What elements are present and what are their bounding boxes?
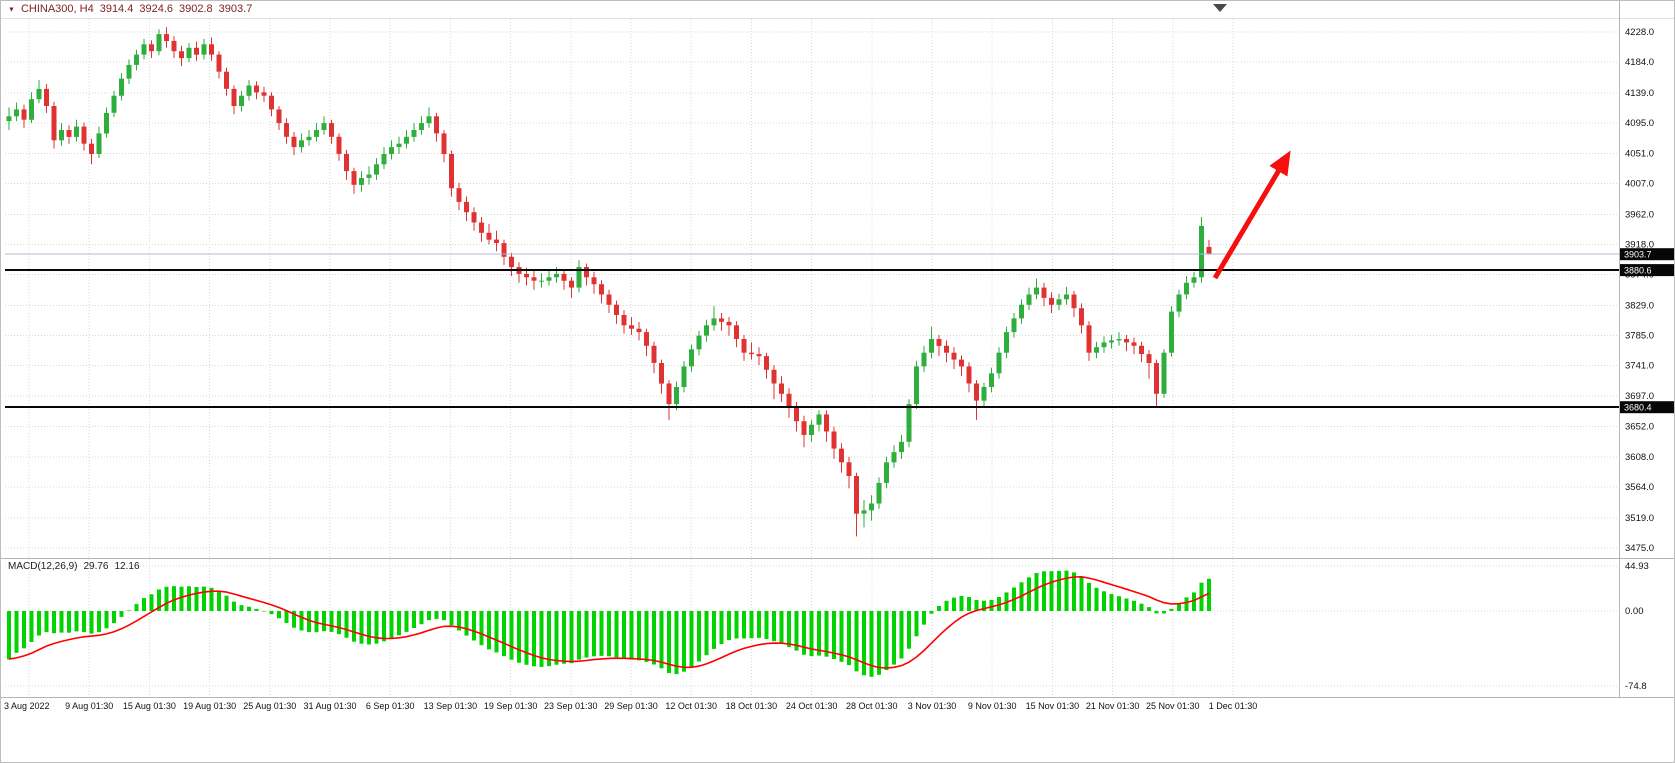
svg-text:19 Aug 01:30: 19 Aug 01:30 (183, 701, 236, 711)
gridlines (5, 19, 1619, 697)
trend-arrow-annotation[interactable] (1212, 150, 1291, 280)
svg-text:3880.6: 3880.6 (1624, 266, 1652, 276)
svg-text:29 Sep 01:30: 29 Sep 01:30 (604, 701, 658, 711)
svg-text:3 Nov 01:30: 3 Nov 01:30 (908, 701, 957, 711)
svg-text:4095.0: 4095.0 (1625, 118, 1654, 129)
svg-text:9 Nov 01:30: 9 Nov 01:30 (968, 701, 1017, 711)
time-axis[interactable]: 3 Aug 2022 9 Aug 01:30 15 Aug 01:30 19 Aug … (4, 701, 1257, 711)
svg-text:15 Nov 01:30: 15 Nov 01:30 (1026, 701, 1080, 711)
svg-text:3918.0: 3918.0 (1625, 239, 1654, 250)
svg-text:3652.0: 3652.0 (1625, 422, 1654, 433)
svg-text:18 Oct 01:30: 18 Oct 01:30 (726, 701, 778, 711)
svg-text:25 Nov 01:30: 25 Nov 01:30 (1146, 701, 1200, 711)
macd-main-value: 29.76 (83, 561, 109, 572)
ohlc-open-value: 3914.4 (99, 3, 134, 15)
svg-text:3903.7: 3903.7 (1624, 250, 1652, 260)
price-axis[interactable]: 4228.0 4184.0 4139.0 4095.0 4051.0 4007.0 3962… (1625, 27, 1654, 692)
svg-text:44.93: 44.93 (1625, 561, 1649, 572)
macd-indicator-name: MACD(12,26,9) (8, 561, 78, 572)
svg-text:24 Oct 01:30: 24 Oct 01:30 (786, 701, 838, 711)
chart-legend: ▼ CHINA300, H4 3914.4 3924.6 3902.8 3903… (8, 3, 252, 15)
svg-text:15 Aug 01:30: 15 Aug 01:30 (123, 701, 176, 711)
svg-text:12 Oct 01:30: 12 Oct 01:30 (665, 701, 717, 711)
svg-text:4051.0: 4051.0 (1625, 148, 1654, 159)
svg-text:23 Sep 01:30: 23 Sep 01:30 (544, 701, 598, 711)
svg-text:6 Sep 01:30: 6 Sep 01:30 (366, 701, 415, 711)
symbol-dropdown-icon[interactable]: ▼ (8, 6, 15, 13)
svg-text:3 Aug 2022: 3 Aug 2022 (4, 701, 50, 711)
svg-text:-74.8: -74.8 (1625, 681, 1647, 692)
price-tags: 3903.7 3880.6 3680.4 (1620, 248, 1674, 414)
svg-text:19 Sep 01:30: 19 Sep 01:30 (484, 701, 538, 711)
svg-text:3680.4: 3680.4 (1624, 403, 1652, 413)
svg-text:3829.0: 3829.0 (1625, 300, 1654, 311)
symbol-timeframe-label: CHINA300, H4 (20, 3, 94, 15)
ohlc-low-value: 3902.8 (179, 3, 213, 15)
svg-text:9 Aug 01:30: 9 Aug 01:30 (65, 701, 113, 711)
svg-text:3564.0: 3564.0 (1625, 482, 1654, 493)
svg-text:3785.0: 3785.0 (1625, 331, 1654, 342)
macd-histogram (7, 570, 1211, 677)
ohlc-high-value: 3924.6 (139, 3, 174, 15)
ohlc-close-value: 3903.7 (218, 3, 253, 15)
svg-text:1 Dec 01:30: 1 Dec 01:30 (1209, 701, 1258, 711)
svg-text:28 Oct 01:30: 28 Oct 01:30 (846, 701, 898, 711)
svg-text:4184.0: 4184.0 (1625, 57, 1654, 68)
svg-text:0.00: 0.00 (1625, 606, 1644, 617)
candlestick-series (6, 27, 1212, 537)
svg-text:3962.0: 3962.0 (1625, 209, 1654, 220)
macd-legend: MACD(12,26,9) 29.76 12.16 (8, 561, 140, 572)
svg-text:4007.0: 4007.0 (1625, 178, 1654, 189)
macd-signal-line (8, 575, 1210, 669)
svg-text:3741.0: 3741.0 (1625, 361, 1654, 372)
svg-text:31 Aug 01:30: 31 Aug 01:30 (303, 701, 356, 711)
macd-signal-value: 12.16 (114, 561, 140, 572)
svg-text:4139.0: 4139.0 (1625, 88, 1654, 99)
svg-text:3475.0: 3475.0 (1625, 543, 1654, 554)
svg-text:3697.0: 3697.0 (1625, 391, 1654, 402)
svg-text:3519.0: 3519.0 (1625, 513, 1654, 524)
svg-text:3608.0: 3608.0 (1625, 452, 1654, 463)
svg-text:4228.0: 4228.0 (1625, 27, 1654, 38)
panel-separators (1, 1, 1674, 698)
chart-shift-marker[interactable] (1213, 4, 1227, 12)
svg-text:13 Sep 01:30: 13 Sep 01:30 (424, 701, 478, 711)
svg-text:21 Nov 01:30: 21 Nov 01:30 (1086, 701, 1140, 711)
svg-text:25 Aug 01:30: 25 Aug 01:30 (243, 701, 296, 711)
